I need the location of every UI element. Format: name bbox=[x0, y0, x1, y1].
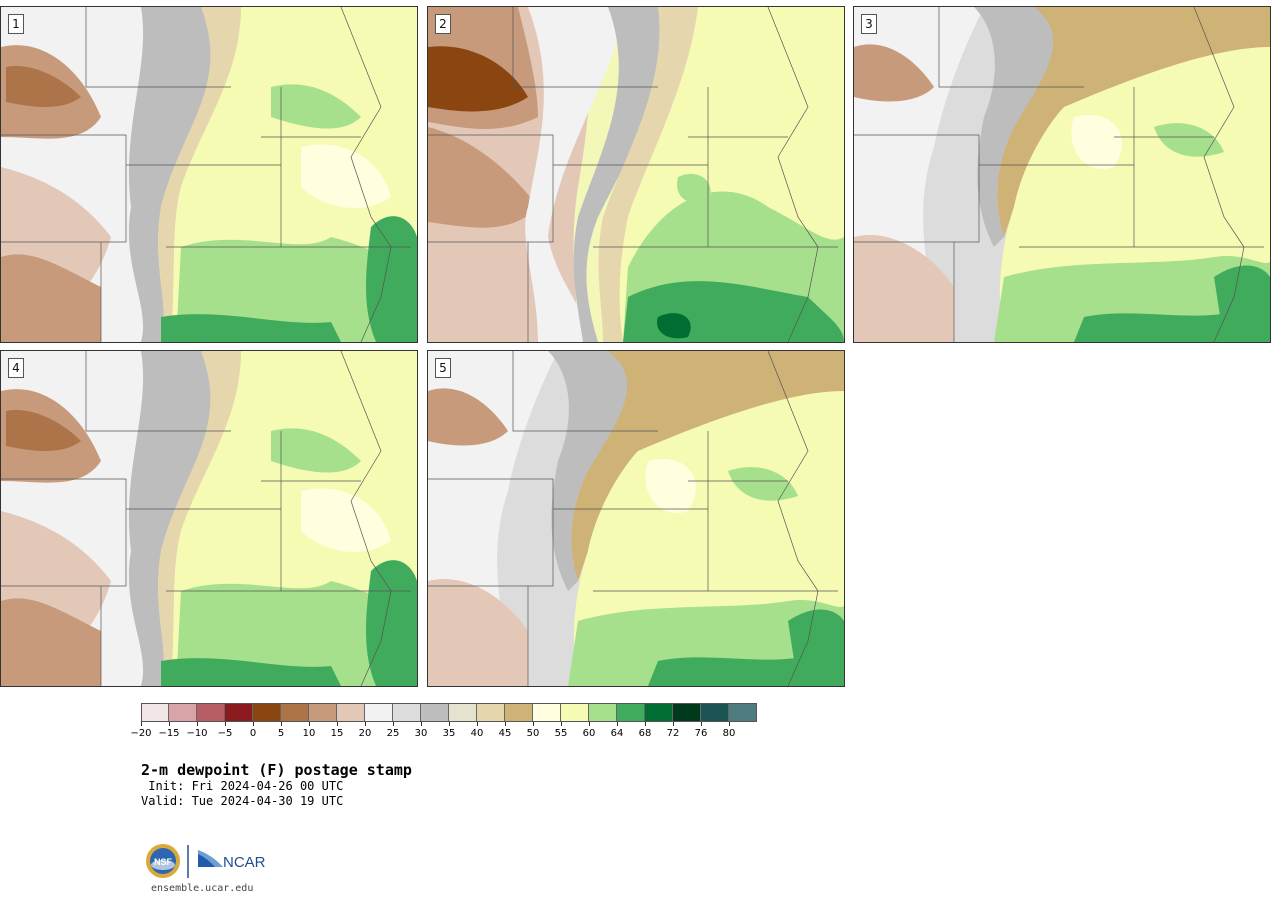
colorbar-tick-label: 30 bbox=[414, 728, 428, 739]
dewpoint-map bbox=[1, 351, 417, 686]
colorbar-swatch bbox=[701, 703, 729, 722]
colorbar-swatch bbox=[505, 703, 533, 722]
colorbar-tick-label: 45 bbox=[498, 728, 512, 739]
state-borders bbox=[1, 7, 411, 342]
colorbar-tick-label: 68 bbox=[638, 728, 652, 739]
colorbar-swatch bbox=[533, 703, 561, 722]
state-borders bbox=[428, 351, 838, 686]
dewpoint-map bbox=[428, 351, 844, 686]
member-label: 2 bbox=[435, 14, 451, 34]
valid-time: Valid: Tue 2024-04-30 19 UTC bbox=[141, 794, 344, 808]
colorbar-tick-label: 10 bbox=[302, 728, 316, 739]
colorbar-swatch bbox=[589, 703, 617, 722]
colorbar-tick-label: 25 bbox=[386, 728, 400, 739]
state-borders bbox=[854, 7, 1264, 342]
colorbar-tick-label: 64 bbox=[610, 728, 624, 739]
colorbar-swatch bbox=[281, 703, 309, 722]
colorbar-tick-label: 20 bbox=[358, 728, 372, 739]
member-panel-1: 1 bbox=[0, 6, 418, 343]
colorbar-tick-label: −15 bbox=[158, 728, 180, 739]
colorbar-swatch bbox=[645, 703, 673, 722]
colorbar-tick-label: 0 bbox=[249, 728, 257, 739]
colorbar-tick-label: 80 bbox=[722, 728, 736, 739]
colorbar-tick-label: −10 bbox=[186, 728, 208, 739]
ncar-logo-text: NCAR bbox=[223, 854, 266, 871]
colorbar-swatch bbox=[253, 703, 281, 722]
colorbar-tick-label: 60 bbox=[582, 728, 596, 739]
member-panel-3: 3 bbox=[853, 6, 1271, 343]
member-label: 5 bbox=[435, 358, 451, 378]
ncar-logo-icon: NCAR bbox=[198, 850, 266, 871]
chart-title: 2-m dewpoint (F) postage stamp bbox=[141, 761, 412, 779]
member-panel-4: 4 bbox=[0, 350, 418, 687]
colorbar-swatch bbox=[617, 703, 645, 722]
colorbar-tick-label: 55 bbox=[554, 728, 568, 739]
member-panel-5: 5 bbox=[427, 350, 845, 687]
member-label: 4 bbox=[8, 358, 24, 378]
colorbar-swatch bbox=[197, 703, 225, 722]
colorbar-tick-label: −20 bbox=[130, 728, 152, 739]
member-panel-2: 2 bbox=[427, 6, 845, 343]
member-label: 3 bbox=[861, 14, 877, 34]
colorbar-tick-label: 72 bbox=[666, 728, 680, 739]
colorbar-swatch bbox=[365, 703, 393, 722]
logos: NSF NCAR bbox=[145, 843, 275, 881]
state-borders bbox=[428, 7, 838, 342]
member-label: 1 bbox=[8, 14, 24, 34]
init-time: Init: Fri 2024-04-26 00 UTC bbox=[141, 779, 344, 793]
dewpoint-map bbox=[1, 7, 417, 342]
colorbar-tick-label: 40 bbox=[470, 728, 484, 739]
colorbar-tick-label: 5 bbox=[277, 728, 285, 739]
colorbar-swatch bbox=[309, 703, 337, 722]
colorbar-tick-label: 76 bbox=[694, 728, 708, 739]
site-url: ensemble.ucar.edu bbox=[151, 883, 254, 894]
colorbar-tick-label: 50 bbox=[526, 728, 540, 739]
colorbar-swatch bbox=[561, 703, 589, 722]
colorbar-swatch bbox=[141, 703, 169, 722]
colorbar-swatch bbox=[393, 703, 421, 722]
colorbar-tick-label: −5 bbox=[217, 728, 233, 739]
dewpoint-map bbox=[428, 7, 844, 342]
colorbar-swatch bbox=[449, 703, 477, 722]
colorbar-swatch bbox=[169, 703, 197, 722]
dewpoint-map bbox=[854, 7, 1270, 342]
colorbar-swatch bbox=[337, 703, 365, 722]
colorbar-swatch bbox=[421, 703, 449, 722]
colorbar-tick-label: 35 bbox=[442, 728, 456, 739]
colorbar-swatch bbox=[729, 703, 757, 722]
colorbar-swatch bbox=[673, 703, 701, 722]
nsf-logo-icon: NSF bbox=[146, 844, 180, 878]
colorbar-swatch bbox=[225, 703, 253, 722]
nsf-logo-text: NSF bbox=[154, 857, 173, 867]
state-borders bbox=[1, 351, 411, 686]
colorbar-swatch bbox=[477, 703, 505, 722]
colorbar-tick-label: 15 bbox=[330, 728, 344, 739]
